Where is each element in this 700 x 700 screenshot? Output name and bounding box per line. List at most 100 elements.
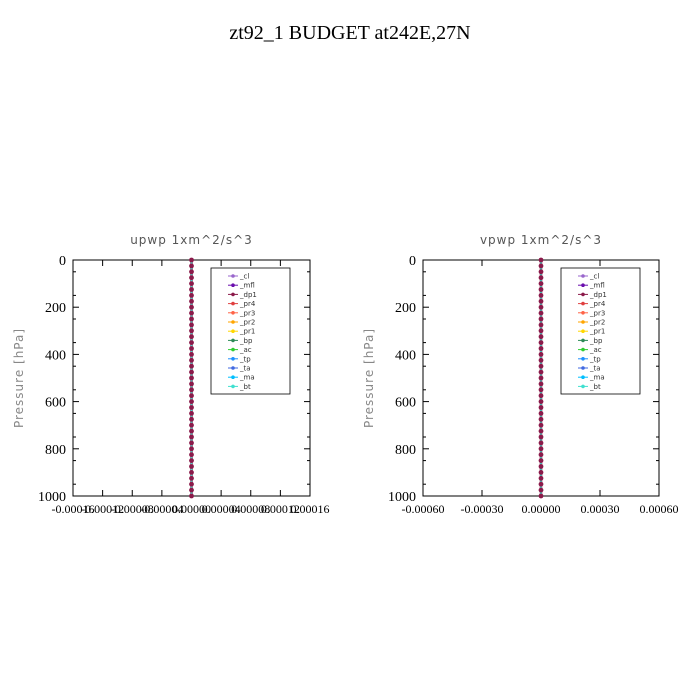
legend-marker — [231, 274, 235, 278]
legend-marker — [581, 311, 585, 315]
legend-marker — [231, 347, 235, 352]
series-marker-dp1 — [538, 363, 544, 369]
legend-label: _ta — [239, 365, 251, 373]
series-marker-dp1 — [189, 293, 194, 298]
series-marker-dp1 — [538, 481, 544, 487]
series-marker-dp1 — [189, 340, 194, 345]
x-tick-label: 0.00008 — [231, 502, 270, 516]
series-marker-dp1 — [189, 475, 194, 481]
series-marker-dp1 — [189, 369, 194, 375]
legend-marker — [581, 274, 585, 278]
series-marker-dp1 — [189, 416, 194, 422]
legend-label: _bp — [589, 337, 603, 345]
legend-marker — [231, 283, 235, 288]
y-tick-label: 1000 — [388, 490, 416, 505]
series-marker-dp1 — [189, 263, 194, 269]
panel-title: vpwp 1xm^2/s^3 — [480, 233, 602, 247]
series-marker-dp1 — [538, 375, 544, 381]
y-tick-label: 400 — [45, 348, 66, 363]
series-marker-dp1 — [189, 363, 194, 369]
x-tick-label: 0.00004 — [202, 502, 241, 516]
series-marker-dp1 — [538, 399, 544, 404]
legend-marker — [581, 366, 585, 370]
series-marker-dp1 — [189, 257, 194, 263]
legend-marker — [231, 311, 235, 315]
series-marker-dp1 — [538, 440, 544, 446]
y-tick-label: 400 — [395, 348, 416, 363]
legend-label: _tp — [239, 355, 251, 363]
series-marker-dp1 — [538, 428, 544, 434]
series-marker-dp1 — [538, 464, 544, 469]
legend-label: _bp — [239, 337, 253, 345]
series-marker-dp1 — [189, 405, 194, 410]
series-marker-dp1 — [189, 470, 194, 475]
chart-panel-2: vpwp 1xm^2/s^3 Pressure [hPa] 0 200 400 600 80… — [362, 233, 679, 516]
legend-marker — [231, 320, 235, 324]
series-marker-dp1 — [538, 269, 544, 275]
series-marker-dp1 — [538, 422, 544, 428]
x-tick-label: 0.00000 — [522, 502, 561, 516]
series-marker-dp1 — [189, 481, 194, 487]
y-axis-label: Pressure [hPa] — [12, 328, 26, 428]
legend-label: _ma — [589, 374, 605, 382]
series-marker-dp1 — [538, 416, 544, 422]
legend-label: _pr3 — [589, 309, 605, 317]
legend-marker — [231, 301, 235, 306]
series-marker-dp1 — [189, 446, 194, 452]
series-marker-dp1 — [538, 316, 544, 322]
legend-marker — [581, 338, 585, 343]
legend-label: _ma — [239, 374, 255, 382]
legend-label: _mfl — [589, 282, 605, 290]
series-marker-dp1 — [538, 458, 544, 463]
series-marker-dp1 — [189, 464, 194, 469]
series-marker-dp1 — [189, 487, 194, 493]
y-tick-label: 1000 — [38, 490, 66, 505]
series-marker-dp1 — [189, 422, 194, 428]
x-tick-label: -0.00004 — [140, 502, 183, 516]
series-marker-dp1 — [538, 287, 544, 292]
x-tick-label: -0.00030 — [461, 502, 504, 516]
series-marker-dp1 — [538, 310, 544, 316]
series-marker-dp1 — [538, 263, 544, 269]
legend-label: _pr1 — [589, 328, 605, 336]
series-marker-dp1 — [189, 281, 194, 286]
legend-label: _ac — [589, 346, 602, 354]
series-marker-dp1 — [189, 287, 194, 292]
series-marker-dp1 — [189, 322, 194, 328]
series-marker-dp1 — [189, 328, 194, 334]
series-marker-dp1 — [189, 310, 194, 316]
x-tick-label: 0.00012 — [261, 502, 300, 516]
series-marker-dp1 — [189, 393, 194, 399]
legend-marker — [581, 320, 585, 324]
legend-label: _pr3 — [239, 309, 255, 317]
legend-label: _ta — [589, 365, 601, 373]
legend-label: _tp — [589, 355, 601, 363]
series-marker-dp1 — [189, 428, 194, 434]
series-marker-dp1 — [189, 411, 194, 416]
y-tick-label: 800 — [395, 443, 416, 458]
series-marker-dp1 — [538, 322, 544, 328]
chart-panel-1: upwp 1xm^2/s^3 Pressure [hPa] 0 200 400 600 80… — [12, 233, 330, 516]
legend-marker — [581, 283, 585, 288]
series-marker-dp1 — [189, 375, 194, 381]
series-marker-dp1 — [189, 387, 194, 393]
figure-title: zt92_1 BUDGET at242E,27N — [229, 22, 471, 44]
legend-label: _cl — [239, 273, 249, 281]
y-tick-label: 600 — [45, 396, 66, 411]
legend-box — [210, 267, 291, 395]
series-marker-dp1 — [538, 446, 544, 452]
legend-marker — [231, 329, 235, 334]
series-marker-dp1 — [189, 399, 194, 404]
legend-label: _pr2 — [239, 319, 255, 327]
series-marker-dp1 — [189, 269, 194, 275]
legend-marker — [581, 329, 585, 334]
series-marker-dp1 — [538, 470, 544, 475]
legend-marker — [581, 375, 585, 380]
series-marker-dp1 — [538, 257, 544, 263]
series-marker-dp1 — [189, 352, 194, 357]
x-tick-label: -0.00012 — [81, 502, 124, 516]
legend-label: _mfl — [239, 282, 255, 290]
series-marker-dp1 — [538, 369, 544, 375]
series-marker-dp1 — [538, 275, 544, 281]
